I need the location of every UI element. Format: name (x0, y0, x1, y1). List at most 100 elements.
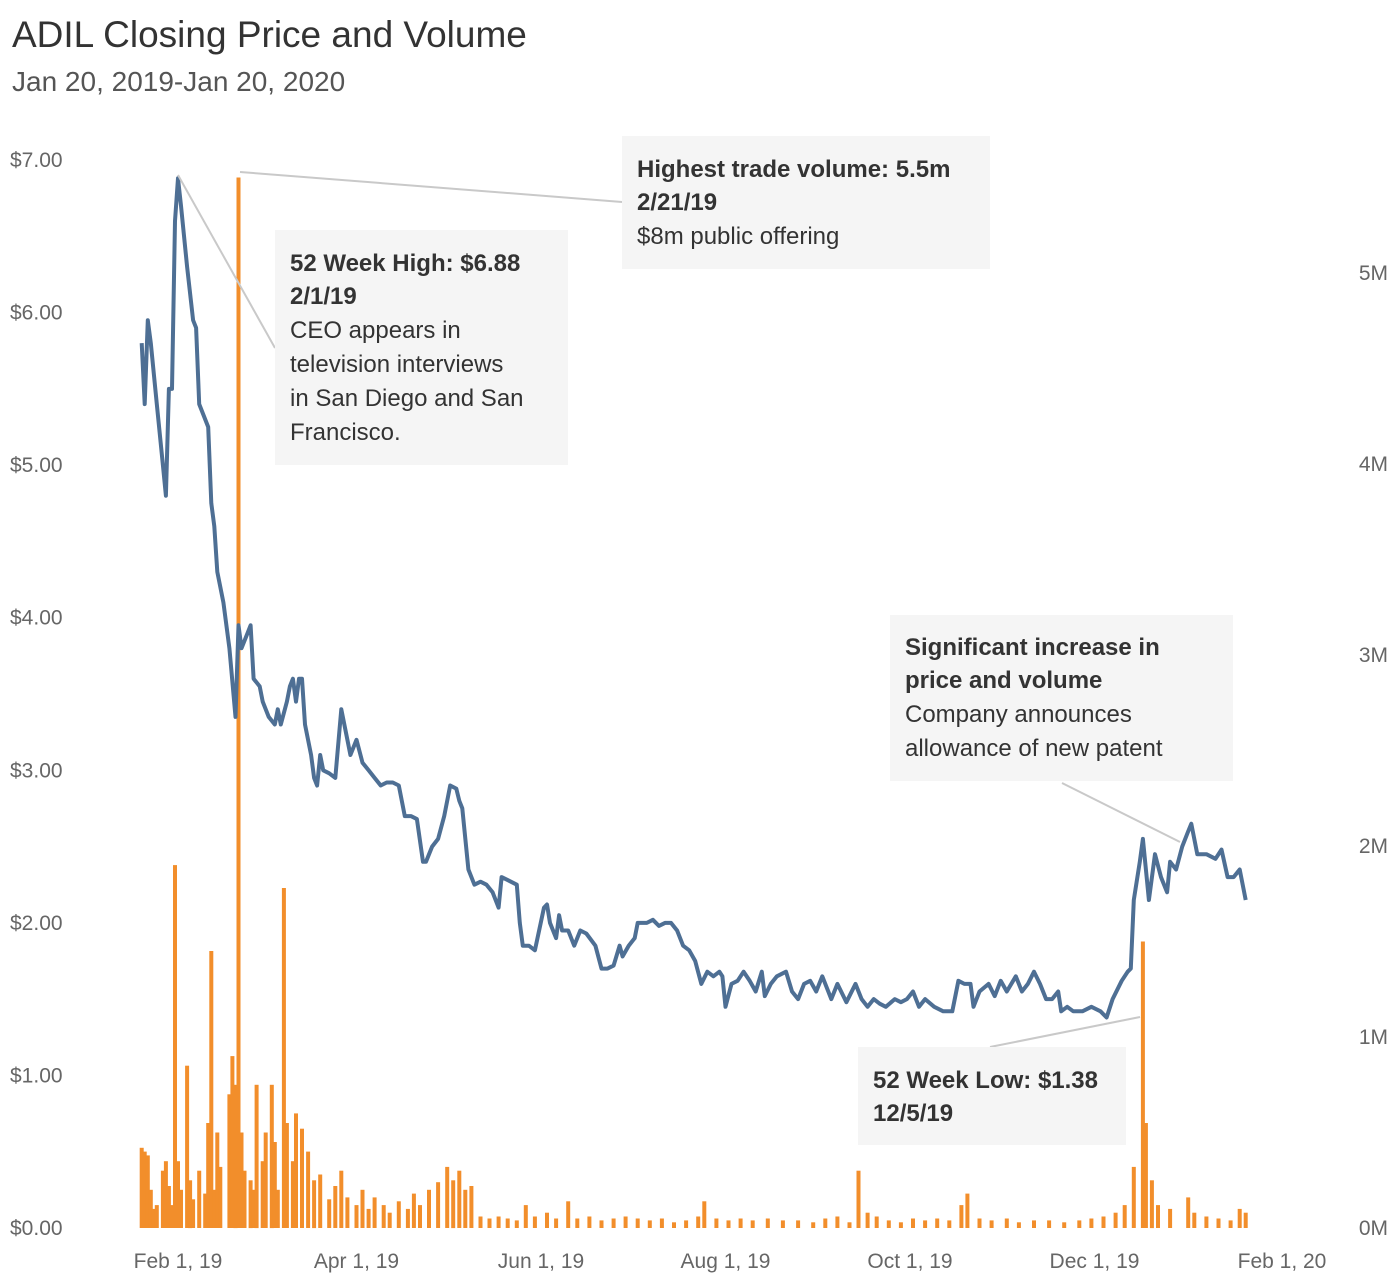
volume-bar (263, 1132, 268, 1228)
x-tick-label: Aug 1, 19 (681, 1250, 771, 1273)
volume-bar (260, 1161, 265, 1228)
volume-bar (684, 1220, 689, 1228)
volume-bar (163, 1161, 168, 1228)
volume-bar (575, 1218, 580, 1228)
y-right-axis: 0M 1M 2M 3M 4M 5M (1359, 262, 1388, 1240)
volume-bar (284, 1123, 289, 1228)
volume-bar (281, 888, 286, 1228)
volume-bar (1131, 1166, 1136, 1228)
volume-bar (387, 1212, 392, 1228)
volume-bar (635, 1218, 640, 1228)
volume-bar (236, 177, 241, 1228)
volume-bar (1228, 1220, 1233, 1228)
volume-bar (139, 1147, 144, 1228)
volume-bar (911, 1218, 915, 1228)
volume-bar (487, 1218, 492, 1228)
volume-bar (176, 1161, 180, 1228)
x-tick-label: Jun 1, 19 (498, 1250, 584, 1273)
annotation-increase-title-2: price and volume (905, 667, 1102, 694)
volume-bar (886, 1220, 891, 1228)
volume-bar (545, 1212, 549, 1228)
volume-bar (436, 1182, 441, 1228)
y-right-tick-label: 4M (1359, 453, 1388, 476)
y-left-tick-label: $4.00 (10, 607, 63, 630)
volume-bar (242, 1170, 247, 1228)
volume-bar (1216, 1218, 1221, 1228)
volume-bar (647, 1220, 652, 1228)
volume-bar (923, 1220, 928, 1228)
volume-bar (1122, 1205, 1127, 1228)
volume-bar (865, 1212, 870, 1228)
volume-bar (463, 1189, 468, 1228)
volume-bar (354, 1205, 359, 1228)
volume-bar (191, 1199, 196, 1228)
volume-bar (714, 1218, 719, 1228)
volume-bar (318, 1174, 323, 1228)
volume-bar (1140, 941, 1145, 1228)
volume-bar (360, 1189, 365, 1228)
volume-bar (898, 1222, 903, 1228)
volume-bar (523, 1205, 528, 1228)
annotations: 52 Week High: $6.88 2/1/19 CEO appears i… (177, 136, 1233, 1145)
x-tick-label: Oct 1, 19 (867, 1250, 952, 1273)
volume-bar (1143, 1123, 1148, 1228)
volume-bar (1101, 1216, 1106, 1228)
volume-bar (554, 1218, 559, 1228)
y-left-tick-label: $3.00 (10, 759, 63, 782)
annotation-high-title: 52 Week High: $6.88 (290, 250, 520, 277)
volume-bar (188, 1180, 193, 1229)
volume-bar (532, 1216, 537, 1228)
volume-bar (212, 1189, 217, 1228)
x-tick-label: Dec 1, 19 (1050, 1250, 1140, 1273)
annotation-high-date: 2/1/19 (290, 283, 357, 310)
volume-bar (796, 1220, 801, 1228)
volume-bar (1032, 1220, 1036, 1228)
volume-bar (478, 1216, 483, 1228)
y-left-tick-label: $1.00 (10, 1064, 63, 1087)
volume-bar (275, 1189, 280, 1228)
volume-bar (623, 1216, 628, 1228)
volume-bar (251, 1189, 256, 1228)
volume-bar (445, 1166, 450, 1228)
volume-bar (856, 1170, 861, 1228)
volume-bar (738, 1218, 743, 1228)
volume-bar (148, 1189, 153, 1228)
volume-bars (139, 177, 1248, 1229)
volume-bar (166, 1186, 171, 1228)
volume-bar (218, 1166, 223, 1228)
y-left-tick-label: $6.00 (10, 302, 63, 325)
volume-bar (1047, 1220, 1052, 1228)
volume-bar (396, 1201, 401, 1228)
y-right-tick-label: 1M (1359, 1026, 1388, 1049)
volume-bar (1168, 1208, 1173, 1228)
x-tick-label: Apr 1, 19 (314, 1250, 399, 1273)
volume-bar (290, 1161, 295, 1228)
volume-bar (203, 1193, 208, 1228)
volume-bar (1089, 1218, 1094, 1228)
annotation-leader-increase (1061, 782, 1181, 843)
annotation-highest-volume: Highest trade volume: 5.5m 2/21/19 $8m p… (622, 136, 990, 269)
annotation-volume-text: $8m public offering (637, 223, 839, 250)
x-axis: Feb 1, 19 Apr 1, 19 Jun 1, 19 Aug 1, 19 Oct … (134, 1250, 1327, 1273)
annotation-low-date: 12/5/19 (873, 1100, 953, 1127)
annotation-high-text-3: in San Diego and San (290, 385, 524, 412)
volume-bar (306, 1151, 311, 1228)
volume-bar (811, 1222, 816, 1228)
volume-bar (300, 1128, 304, 1228)
volume-bar (989, 1220, 994, 1228)
y-left-tick-label: $5.00 (10, 454, 63, 477)
volume-bar (142, 1151, 147, 1228)
volume-bar (233, 1084, 238, 1229)
volume-bar (1149, 1180, 1154, 1229)
volume-bar (451, 1180, 456, 1229)
volume-bar (496, 1216, 501, 1228)
annotation-increase-text-2: allowance of new patent (905, 735, 1163, 762)
annotation-low-title: 52 Week Low: $1.38 (873, 1067, 1098, 1094)
volume-bar (227, 1094, 232, 1228)
volume-bar (847, 1222, 852, 1228)
volume-bar (599, 1220, 604, 1228)
annotation-leader-volume (239, 171, 623, 203)
y-left-tick-label: $7.00 (10, 149, 63, 172)
volume-bar (611, 1218, 616, 1228)
volume-bar (1077, 1220, 1082, 1228)
